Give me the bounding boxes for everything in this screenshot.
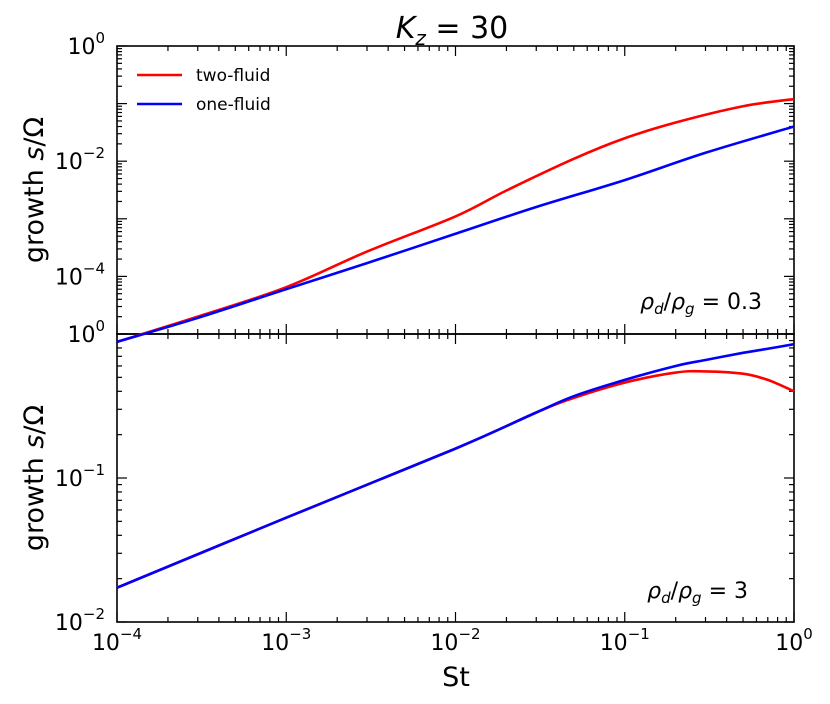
y-tick-label: 10−2: [55, 605, 105, 636]
y-tick-label: 10−2: [55, 144, 105, 175]
series-line-one-fluid-panel-2: [116, 342, 795, 589]
legend: two-fluid one-fluid: [137, 66, 271, 115]
top-y-axis-label: growth s/Ω: [19, 117, 50, 263]
chart-title: Kz = 30: [396, 11, 509, 50]
x-tick-label: 10−4: [92, 625, 142, 656]
y-tick-label: 10−1: [55, 461, 105, 492]
bottom-panel-frame: [116, 333, 795, 623]
top-panel-frame: [116, 45, 795, 335]
y-tick-label: 100: [67, 317, 105, 348]
y-tick-label: 100: [67, 29, 105, 60]
y-tick-label: 10−4: [55, 259, 105, 290]
x-tick-label: 10−2: [430, 625, 480, 656]
x-tick-label: 100: [775, 625, 813, 656]
series-line-two-fluid-panel-2: [116, 369, 795, 589]
x-tick-label: 10−1: [600, 625, 650, 656]
bottom-panel-ratio-annotation: ρd/ρg = 3: [647, 579, 748, 607]
legend-label-one-fluid: one-fluid: [196, 95, 271, 115]
bottom-y-axis-label: growth s/Ω: [19, 405, 50, 551]
series-layer: [116, 97, 795, 589]
ticks-layer: [116, 45, 795, 623]
x-tick-label: 10−3: [261, 625, 311, 656]
legend-label-two-fluid: two-fluid: [196, 66, 270, 86]
x-axis-label: St: [442, 662, 470, 693]
top-panel-ratio-annotation: ρd/ρg = 0.3: [640, 290, 762, 318]
series-line-one-fluid-panel-1: [116, 125, 795, 344]
